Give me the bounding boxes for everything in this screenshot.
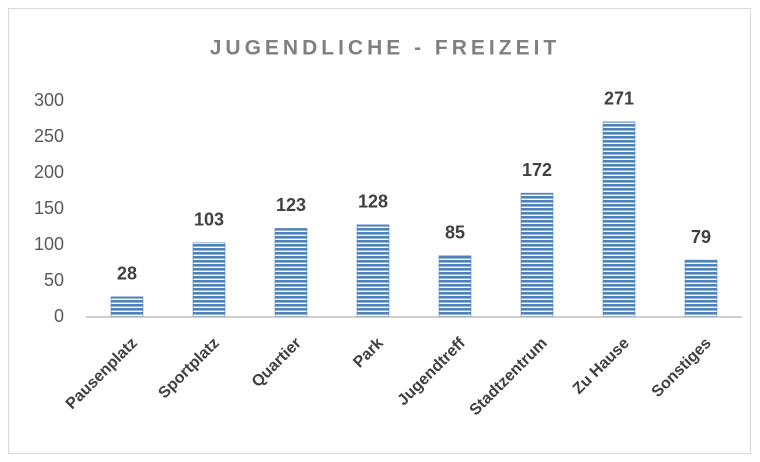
bar <box>274 228 308 318</box>
data-label: 123 <box>276 195 306 215</box>
y-tick-label: 100 <box>34 234 64 254</box>
bar <box>356 224 390 318</box>
data-label: 103 <box>194 210 224 230</box>
y-tick-label: 300 <box>34 90 64 110</box>
y-tick-label: 0 <box>54 306 64 326</box>
data-label: 28 <box>117 264 137 284</box>
chart-title: JUGENDLICHE - FREIZEIT <box>210 37 561 60</box>
y-tick-label: 50 <box>44 270 64 290</box>
data-label: 172 <box>522 160 552 180</box>
y-tick-label: 200 <box>34 162 64 182</box>
y-tick-label: 150 <box>34 198 64 218</box>
data-label: 271 <box>604 89 634 109</box>
bar <box>684 259 718 318</box>
bar <box>520 192 554 318</box>
bar <box>438 255 472 318</box>
data-label: 85 <box>445 223 465 243</box>
y-tick-label: 250 <box>34 126 64 146</box>
data-label: 79 <box>691 227 711 247</box>
bar <box>110 296 144 318</box>
bar <box>192 242 226 318</box>
data-label: 128 <box>358 192 388 212</box>
bar <box>602 121 636 318</box>
